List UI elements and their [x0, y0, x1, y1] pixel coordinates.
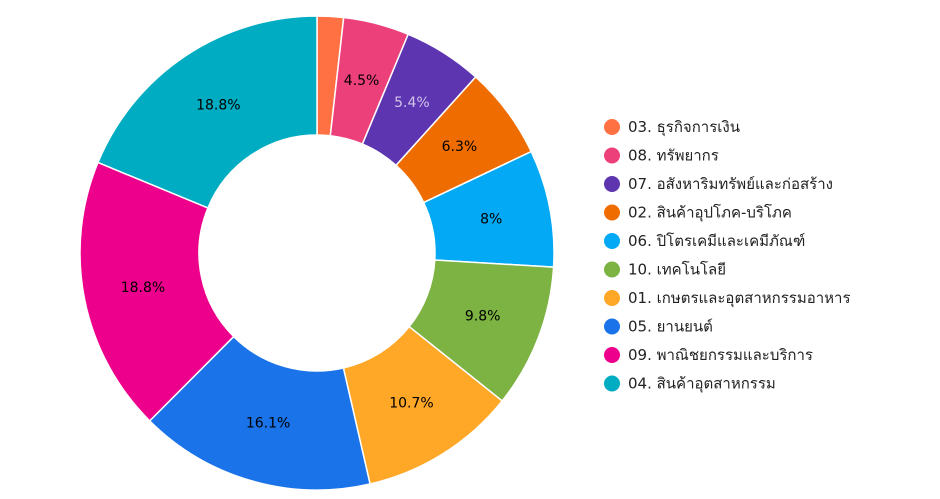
- legend-swatch-9: [604, 347, 620, 363]
- slice-label-2: 4.5%: [344, 73, 380, 89]
- legend-label-8: 05. ยานยนต์: [628, 318, 713, 336]
- slice-10: [96, 15, 318, 209]
- legend-swatch-7: [604, 290, 620, 306]
- slice-label-10: 18.8%: [196, 97, 240, 113]
- slice-labels: 4.5% 5.4% 6.3% 8% 9.8% 10.7% 16.1% 18.8% 18.8%: [121, 73, 503, 431]
- slice-8: [148, 335, 371, 491]
- legend-item-5: 06. ปิโตรเคมีและเคมีภัณฑ์: [604, 232, 805, 250]
- legend-swatch-2: [604, 147, 620, 164]
- legend-label-7: 01. เกษตรและอุตสาหกรรมอาหาร: [628, 289, 851, 308]
- legend-swatch-10: [604, 375, 620, 392]
- legend-label-6: 10. เทคโนโลยี: [628, 261, 726, 279]
- legend-swatch-4: [604, 204, 620, 221]
- slice-label-3: 5.4%: [394, 95, 430, 111]
- slice-label-6: 9.8%: [465, 309, 501, 325]
- legend-label-10: 04. สินค้าอุตสาหกรรม: [628, 375, 776, 394]
- legend-swatch-8: [604, 318, 620, 335]
- legend-swatch-1: [604, 119, 620, 135]
- legend-item-10: 04. สินค้าอุตสาหกรรม: [604, 375, 776, 394]
- legend-item-7: 01. เกษตรและอุตสาหกรรมอาหาร: [604, 289, 851, 308]
- legend-item-2: 08. ทรัพยากร: [604, 147, 719, 165]
- legend-label-9: 09. พาณิชยกรรมและบริการ: [628, 346, 813, 364]
- legend-item-4: 02. สินค้าอุปโภค-บริโภค: [604, 204, 792, 223]
- legend-label-3: 07. อสังหาริมทรัพย์และก่อสร้าง: [628, 175, 833, 193]
- legend-swatch-3: [604, 176, 620, 192]
- legend-swatch-5: [604, 233, 620, 249]
- slice-label-7: 10.7%: [389, 395, 433, 411]
- legend-swatch-6: [604, 261, 620, 278]
- slice-label-8: 16.1%: [246, 416, 290, 432]
- legend-item-1: 03. ธุรกิจการเงิน: [604, 118, 740, 137]
- legend-item-9: 09. พาณิชยกรรมและบริการ: [604, 346, 813, 364]
- legend-label-4: 02. สินค้าอุปโภค-บริโภค: [628, 204, 792, 223]
- legend-label-2: 08. ทรัพยากร: [628, 147, 719, 165]
- slice-label-5: 8%: [480, 211, 502, 227]
- legend-item-3: 07. อสังหาริมทรัพย์และก่อสร้าง: [604, 175, 833, 193]
- legend-item-6: 10. เทคโนโลยี: [604, 261, 726, 279]
- slice-9: [79, 161, 235, 422]
- donut-slices: [79, 15, 555, 491]
- legend-item-8: 05. ยานยนต์: [604, 318, 713, 336]
- legend-label-5: 06. ปิโตรเคมีและเคมีภัณฑ์: [628, 232, 805, 250]
- legend-label-1: 03. ธุรกิจการเงิน: [628, 118, 740, 137]
- legend: 03. ธุรกิจการเงิน 08. ทรัพยากร 07. อสังหาร…: [604, 118, 851, 394]
- slice-label-4: 6.3%: [442, 139, 478, 155]
- slice-label-9: 18.8%: [121, 280, 165, 296]
